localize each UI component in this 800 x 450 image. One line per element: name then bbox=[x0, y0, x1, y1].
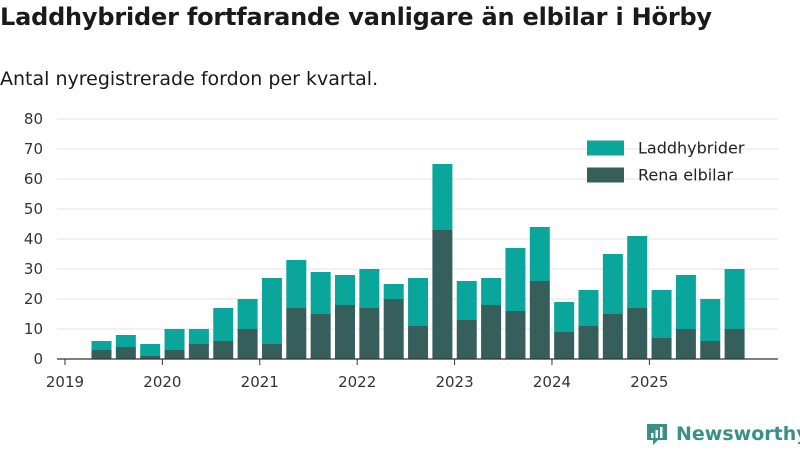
x-tick-label: 2020 bbox=[143, 373, 181, 391]
bar-rena-elbilar bbox=[115, 347, 136, 359]
bar-laddhybrider bbox=[408, 278, 429, 326]
bar-rena-elbilar bbox=[481, 305, 502, 359]
bar-rena-elbilar bbox=[359, 308, 380, 359]
bar-rena-elbilar bbox=[432, 230, 453, 359]
bar-laddhybrider bbox=[91, 341, 112, 350]
bar-laddhybrider bbox=[651, 290, 672, 338]
bar-laddhybrider bbox=[627, 236, 648, 308]
bar-rena-elbilar bbox=[578, 326, 599, 359]
bar-laddhybrider bbox=[286, 260, 307, 308]
y-tick-label: 20 bbox=[24, 290, 43, 308]
y-tick-label: 80 bbox=[24, 110, 43, 128]
bar-rena-elbilar bbox=[188, 344, 209, 359]
bar-rena-elbilar bbox=[164, 350, 185, 359]
bar-rena-elbilar bbox=[505, 311, 526, 359]
y-tick-label: 10 bbox=[24, 320, 43, 338]
bar-rena-elbilar bbox=[91, 350, 112, 359]
bar-rena-elbilar bbox=[408, 326, 429, 359]
y-tick-label: 60 bbox=[24, 170, 43, 188]
bars bbox=[91, 164, 745, 359]
y-tick-label: 40 bbox=[24, 230, 43, 248]
legend-label: Rena elbilar bbox=[638, 166, 733, 185]
bar-rena-elbilar bbox=[335, 305, 355, 359]
bar-laddhybrider bbox=[675, 275, 696, 329]
bar-laddhybrider bbox=[383, 284, 404, 299]
bar-laddhybrider bbox=[188, 329, 209, 344]
bar-laddhybrider bbox=[310, 272, 331, 314]
bar-rena-elbilar bbox=[602, 314, 623, 359]
bar-laddhybrider bbox=[700, 299, 721, 341]
bar-laddhybrider bbox=[261, 278, 282, 344]
newsworthy-logo-icon bbox=[647, 424, 667, 445]
bar-rena-elbilar bbox=[724, 329, 745, 359]
x-tick-label: 2019 bbox=[46, 373, 84, 391]
bar-rena-elbilar bbox=[675, 329, 696, 359]
bar-laddhybrider bbox=[335, 275, 355, 305]
bar-laddhybrider bbox=[140, 344, 161, 356]
bar-laddhybrider bbox=[359, 269, 380, 308]
bar-laddhybrider bbox=[602, 254, 623, 314]
bar-laddhybrider bbox=[505, 248, 526, 311]
x-tick-label: 2025 bbox=[630, 373, 668, 391]
bar-rena-elbilar bbox=[286, 308, 307, 359]
brand-logo[interactable]: Newsworthy bbox=[644, 420, 800, 448]
bar-laddhybrider bbox=[578, 290, 599, 326]
bar-laddhybrider bbox=[115, 335, 136, 347]
bar-laddhybrider bbox=[237, 299, 258, 329]
bar-laddhybrider bbox=[456, 281, 477, 320]
x-tick-label: 2024 bbox=[533, 373, 571, 391]
y-axis-tick-labels: 0 10 20 30 40 50 60 70 80 bbox=[24, 110, 43, 368]
bar-rena-elbilar bbox=[651, 338, 672, 359]
x-tick-label: 2022 bbox=[338, 373, 376, 391]
brand-name: Newsworthy bbox=[676, 423, 800, 445]
bar-laddhybrider bbox=[481, 278, 502, 305]
bar-laddhybrider bbox=[432, 164, 453, 230]
bar-laddhybrider bbox=[164, 329, 185, 350]
legend-swatch bbox=[587, 140, 624, 156]
bar-rena-elbilar bbox=[529, 281, 550, 359]
x-axis-ticks: 2019 2020 2021 2022 2023 2024 2025 bbox=[46, 359, 668, 391]
bar-rena-elbilar bbox=[627, 308, 648, 359]
x-tick-label: 2023 bbox=[435, 373, 473, 391]
bar-rena-elbilar bbox=[554, 332, 575, 359]
bar-rena-elbilar bbox=[700, 341, 721, 359]
bar-rena-elbilar bbox=[310, 314, 331, 359]
grid-lines bbox=[57, 118, 778, 330]
bar-laddhybrider bbox=[529, 227, 550, 281]
bar-rena-elbilar bbox=[261, 344, 282, 359]
bar-rena-elbilar bbox=[213, 341, 234, 359]
chart-title: Laddhybrider fortfarande vanligare än el… bbox=[0, 3, 712, 31]
y-tick-label: 0 bbox=[33, 350, 43, 368]
x-tick-label: 2021 bbox=[241, 373, 279, 391]
y-tick-label: 70 bbox=[24, 140, 43, 158]
legend-swatch bbox=[587, 167, 624, 183]
y-tick-label: 30 bbox=[24, 260, 43, 278]
legend: Laddhybrider Rena elbilar bbox=[587, 139, 745, 185]
bar-laddhybrider bbox=[724, 269, 745, 329]
legend-label: Laddhybrider bbox=[638, 139, 745, 158]
bar-rena-elbilar bbox=[237, 329, 258, 359]
chart-subtitle: Antal nyregistrerade fordon per kvartal. bbox=[0, 68, 379, 90]
bar-rena-elbilar bbox=[140, 356, 161, 359]
bar-laddhybrider bbox=[554, 302, 575, 332]
bar-laddhybrider bbox=[213, 308, 234, 341]
bar-rena-elbilar bbox=[383, 299, 404, 359]
bar-rena-elbilar bbox=[456, 320, 477, 359]
y-tick-label: 50 bbox=[24, 200, 43, 218]
